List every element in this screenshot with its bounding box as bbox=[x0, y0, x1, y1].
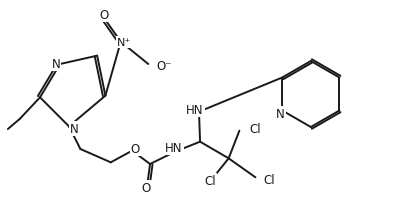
Text: N: N bbox=[51, 58, 61, 71]
Text: O: O bbox=[142, 181, 151, 194]
Text: O: O bbox=[99, 9, 108, 22]
Text: O: O bbox=[130, 142, 140, 155]
Text: N: N bbox=[70, 122, 78, 135]
Text: Cl: Cl bbox=[250, 123, 261, 136]
Text: Cl: Cl bbox=[263, 173, 275, 186]
Text: O⁻: O⁻ bbox=[156, 60, 172, 73]
Text: HN: HN bbox=[165, 141, 183, 154]
Text: N⁺: N⁺ bbox=[117, 38, 131, 47]
Text: Cl: Cl bbox=[205, 174, 217, 187]
Text: HN: HN bbox=[186, 104, 204, 117]
Text: N: N bbox=[276, 107, 285, 120]
